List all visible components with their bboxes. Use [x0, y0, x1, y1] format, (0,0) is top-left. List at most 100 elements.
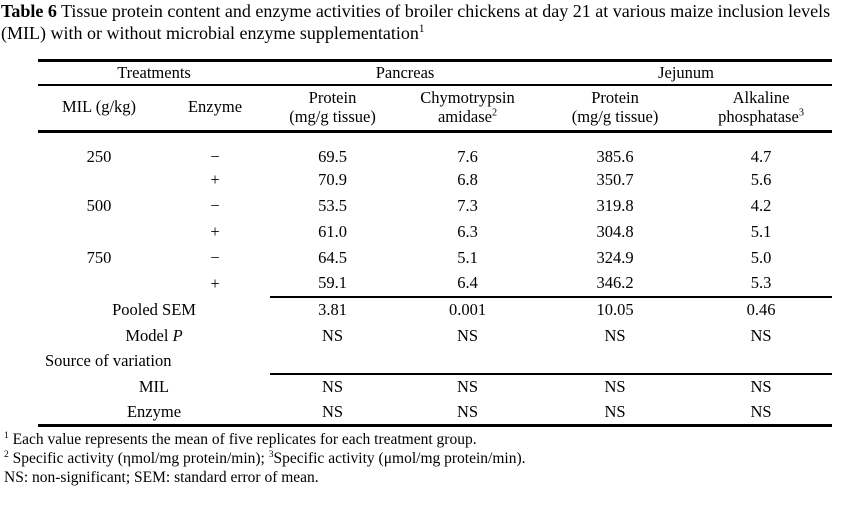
cell-value: 6.3: [457, 221, 478, 241]
table-caption: Table 6 Tissue protein content and enzym…: [1, 1, 867, 44]
cell-enzyme: −: [210, 195, 220, 215]
header-superscript: 2: [492, 107, 498, 119]
cell-value: NS: [456, 325, 479, 345]
footnote-text: Specific activity (ηmol/mg protein/min);: [8, 450, 269, 468]
cell-value: NS: [321, 401, 344, 421]
cell-empty: [690, 348, 833, 375]
cell-enzyme: +: [210, 169, 220, 189]
cell-value: 61.0: [318, 221, 347, 241]
header-line: Protein: [308, 87, 357, 107]
footnote-superscript: 1: [4, 429, 9, 441]
cell-value: 70.9: [318, 169, 347, 189]
header-line: (mg/g tissue): [289, 107, 376, 127]
cell-enzyme: +: [210, 273, 220, 293]
table-row: + 59.1 6.4 346.2 5.3: [38, 270, 833, 298]
cell-value: NS: [456, 401, 479, 421]
col-header-pancreas-protein: Protein (mg/g tissue): [270, 84, 396, 133]
cell-value: NS: [750, 377, 772, 397]
cell-value: 304.8: [596, 221, 634, 241]
cell-empty: [270, 348, 396, 375]
cell-value: 6.4: [395, 270, 541, 298]
cell-value: 59.1: [270, 270, 396, 298]
header-line: MIL (g/kg): [61, 97, 137, 117]
cell-enzyme: −: [210, 146, 220, 166]
cell-value: 350.7: [596, 169, 634, 189]
cell-mil: 250: [86, 146, 112, 166]
model-p-row: Model P NS NS NS NS: [38, 323, 832, 349]
cell-value: 69.5: [318, 146, 347, 166]
cell-value: NS: [604, 377, 626, 397]
enzyme-variation-row: Enzyme NS NS NS NS: [38, 400, 832, 426]
header-line: Alkaline: [732, 87, 790, 107]
footnote-text: Specific activity (μmol/mg protein/min).: [273, 450, 526, 468]
footnote-text: Each value represents the mean of five r…: [8, 431, 477, 449]
cell-value: 346.2: [540, 270, 691, 298]
cell-value: 324.9: [596, 247, 634, 267]
header-line: Chymotrypsin: [420, 87, 515, 107]
row-label-pooled-sem: Pooled SEM: [112, 299, 196, 319]
row-label-model-p: Model P: [38, 323, 270, 349]
cell-value: 4.7: [750, 146, 772, 166]
cell-value: NS: [604, 325, 626, 345]
row-label-enzyme: Enzyme: [126, 401, 182, 421]
cell-mil: [38, 167, 160, 193]
cell-value: 53.5: [318, 195, 347, 215]
row-label-mil: MIL: [138, 376, 170, 396]
col-header-chymotrypsin: Chymotrypsin amidase2: [395, 84, 541, 133]
results-table: Treatments Pancreas Jejunum MIL (g/kg) E…: [38, 59, 833, 428]
cell-value: 5.1: [750, 221, 772, 241]
table-caption-text: Tissue protein content and enzyme activi…: [1, 1, 831, 43]
cell-value: NS: [321, 377, 344, 397]
model-label: Model: [125, 325, 173, 345]
footnote-abbreviations: NS: non-significant; SEM: standard error…: [4, 469, 868, 488]
cell-value: 10.05: [596, 300, 634, 320]
col-header-enzyme: Enzyme: [160, 84, 271, 133]
cell-value: 0.001: [448, 300, 487, 320]
cell-value: 6.8: [457, 169, 478, 189]
cell-value: NS: [321, 325, 344, 345]
table-row: 500 − 53.5 7.3 319.8 4.2: [38, 193, 832, 219]
cell-value: 7.3: [457, 195, 478, 215]
header-line: phosphatase3: [690, 107, 832, 126]
header-line-text: amidase: [437, 107, 492, 127]
source-of-variation-row: Source of variation: [38, 348, 833, 375]
footnote-superscript: 3: [268, 448, 274, 460]
cell-value: 385.6: [596, 146, 634, 166]
group-header-pancreas: Pancreas: [270, 60, 541, 86]
row-label-source-of-variation: Source of variation: [45, 351, 172, 371]
cell-value: 5.6: [750, 169, 772, 189]
cell-enzyme: +: [210, 221, 220, 241]
pooled-sem-row: Pooled SEM 3.81 0.001 10.05 0.46: [38, 297, 832, 323]
cell-value: 0.46: [746, 300, 776, 320]
header-line: (mg/g tissue): [571, 107, 659, 127]
col-header-jejunum-protein: Protein (mg/g tissue): [540, 84, 691, 133]
table-caption-number: Table 6: [1, 1, 57, 21]
footnote-superscript: 2: [4, 448, 9, 460]
cell-mil: [38, 219, 160, 245]
col-header-alkaline-phosphatase: Alkaline phosphatase3: [690, 84, 833, 133]
cell-value: NS: [750, 401, 772, 421]
cell-mil: 750: [86, 247, 112, 267]
header-line: Enzyme: [187, 97, 243, 117]
cell-mil: 500: [86, 195, 112, 215]
cell-value: NS: [750, 325, 772, 345]
table-row: + 61.0 6.3 304.8 5.1: [38, 219, 832, 245]
table-caption-superscript: 1: [418, 22, 425, 35]
group-header-jejunum: Jejunum: [540, 60, 833, 86]
cell-value: 64.5: [318, 247, 347, 267]
footnote-1: 1 Each value represents the mean of five…: [4, 431, 868, 450]
cell-value: NS: [456, 377, 479, 397]
table-row: 750 − 64.5 5.1 324.9 5.0: [38, 245, 832, 271]
header-line-text: phosphatase: [718, 107, 799, 127]
cell-empty: [540, 348, 691, 375]
col-header-mil: MIL (g/kg): [38, 84, 160, 133]
cell-value: 3.81: [318, 300, 347, 320]
footnotes: 1 Each value represents the mean of five…: [4, 431, 868, 488]
footnote-2: 2 Specific activity (ηmol/mg protein/min…: [4, 450, 868, 469]
header-line: amidase2: [395, 107, 540, 126]
cell-value: 5.1: [457, 247, 478, 267]
mil-variation-row: MIL NS NS NS NS: [38, 374, 832, 400]
cell-value: 4.2: [750, 195, 772, 215]
header-line: Protein: [591, 87, 639, 107]
cell-value: 5.3: [690, 270, 833, 298]
